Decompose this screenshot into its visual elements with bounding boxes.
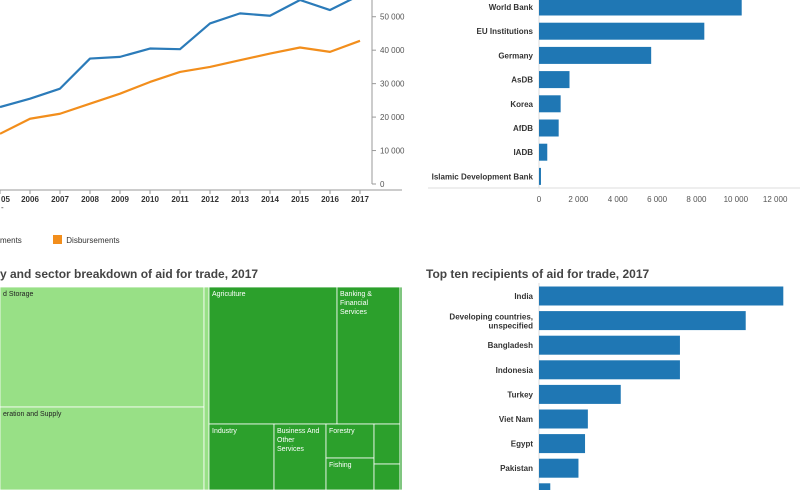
treemap-cell (0, 286, 205, 408)
line-x-tick-label: 2007 (51, 195, 69, 204)
recipient-bar (539, 483, 551, 495)
donor-x-tick-label: 4 000 (608, 195, 629, 204)
treemap-cell (208, 423, 275, 491)
line-x-tick-label: 2014 (261, 195, 279, 204)
recipients-title: Top ten recipients of aid for trade, 201… (426, 267, 650, 281)
treemap-cell-label: Agriculture (212, 291, 246, 298)
recipient-category-label: Turkey (507, 390, 533, 399)
donor-bar (539, 143, 548, 161)
treemap-cell-label: Forestry (329, 428, 355, 435)
donor-bar-panel: World Bank EU Institutions Germany AsDB Kore… (410, 0, 800, 215)
donor-category-label: AsDB (511, 76, 533, 85)
line-x-tick-label: 2011 (171, 195, 189, 204)
donor-x-tick-label: 8 000 (686, 195, 707, 204)
line-y-tick-label: 10 000 (380, 147, 405, 156)
treemap-cell (399, 286, 403, 491)
treemap: d Storage eration and Supply Agriculture Ba… (0, 286, 403, 491)
recipient-category-label: Pakistan (500, 464, 533, 473)
recipient-bar (539, 434, 586, 454)
donor-x-tick-label: 12 000 (763, 195, 788, 204)
line-chart: 0 10 000 20 000 30 000 40 000 50 000 05 2006 200… (0, 0, 405, 212)
donor-bar (539, 95, 561, 113)
donor-category-label: AfDB (513, 124, 533, 133)
line-x-tick-label: 2013 (231, 195, 249, 204)
donor-x-tick-label: 2 000 (568, 195, 589, 204)
treemap-cell (373, 423, 401, 465)
series-line-disbursements (0, 39, 361, 135)
line-x-tick-label: 05 (1, 195, 10, 204)
donor-x-tick-label: 6 000 (647, 195, 668, 204)
treemap-cell (203, 286, 210, 491)
treemap-cell-label: Banking & Financial Services (340, 291, 372, 316)
treemap-cell-label: Business And Other Services (277, 428, 320, 453)
donor-category-label: World Bank (489, 3, 534, 12)
donor-category-label: Islamic Development Bank (432, 172, 534, 181)
recipients-bar-panel: India Developing countries, unspecified Ban… (410, 283, 800, 495)
line-axis-fragment: - (1, 203, 4, 212)
line-x-tick-label: 2009 (111, 195, 129, 204)
donor-bar (539, 119, 559, 137)
donor-category-label: Germany (498, 51, 533, 60)
donor-category-label: EU Institutions (477, 27, 534, 36)
line-x-tick-label: 2010 (141, 195, 159, 204)
line-x-tick-label: 2017 (351, 195, 369, 204)
line-x-tick-label: 2012 (201, 195, 219, 204)
line-y-tick-label: 50 000 (380, 13, 405, 22)
donor-category-label: Korea (510, 100, 533, 109)
treemap-cell-label: d Storage (3, 291, 33, 298)
line-legend: ments Disbursements (0, 235, 120, 245)
donor-bar (539, 22, 705, 40)
recipient-category-label: Viet Nam (499, 415, 533, 424)
line-y-tick-label: 30 000 (380, 80, 405, 89)
line-x-tick-label: 2016 (321, 195, 339, 204)
recipient-category-label: Bangladesh (488, 341, 533, 350)
donor-bar (539, 167, 541, 185)
series-line-commitments (0, 0, 353, 109)
treemap-cell-label: Industry (212, 428, 237, 435)
donor-bar (539, 71, 570, 89)
treemap-cell-label: eration and Supply (3, 411, 62, 418)
legend-disbursements-label: Disbursements (66, 236, 120, 245)
treemap-panel: d Storage eration and Supply Agriculture Ba… (0, 286, 403, 491)
recipient-bar (539, 311, 746, 331)
treemap-title: y and sector breakdown of aid for trade,… (0, 267, 259, 281)
treemap-cell (0, 406, 205, 491)
recipient-category-label: India (514, 292, 533, 301)
donor-bar-chart: World Bank EU Institutions Germany AsDB Kore… (428, 0, 800, 204)
legend-disbursements-swatch (53, 235, 63, 244)
donor-x-tick-label: 10 000 (724, 195, 749, 204)
treemap-cell (373, 463, 401, 491)
treemap-cell (336, 286, 401, 425)
recipient-category-label: Developing countries, unspecified (449, 313, 533, 331)
recipient-bar (539, 335, 680, 355)
recipient-bar (539, 409, 588, 429)
treemap-cell (208, 286, 338, 425)
line-y-tick-label: 40 000 (380, 46, 405, 55)
treemap-cell-label: Fishing (329, 462, 352, 469)
line-chart-panel: 0 10 000 20 000 30 000 40 000 50 000 05 2006 200… (0, 0, 410, 230)
donor-bar (539, 46, 652, 64)
donor-bar (539, 0, 742, 16)
donor-x-tick-label: 0 (537, 195, 542, 204)
line-y-tick-label: 0 (380, 180, 385, 189)
treemap-cell (273, 423, 327, 491)
recipient-category-label: Indonesia (496, 366, 534, 375)
legend-commitments-label: ments (0, 236, 22, 245)
recipient-bar (539, 360, 680, 380)
recipient-category-label: Egypt (511, 440, 534, 449)
recipient-bar (539, 286, 784, 306)
line-y-tick-label: 20 000 (380, 113, 405, 122)
line-x-tick-label: 2008 (81, 195, 99, 204)
line-x-tick-label: 2015 (291, 195, 309, 204)
recipients-bar-chart: India Developing countries, unspecified Ban… (449, 283, 784, 495)
line-x-tick-label: 2006 (21, 195, 39, 204)
recipient-bar (539, 458, 579, 478)
donor-category-label: IADB (513, 148, 533, 157)
recipient-bar (539, 384, 621, 404)
